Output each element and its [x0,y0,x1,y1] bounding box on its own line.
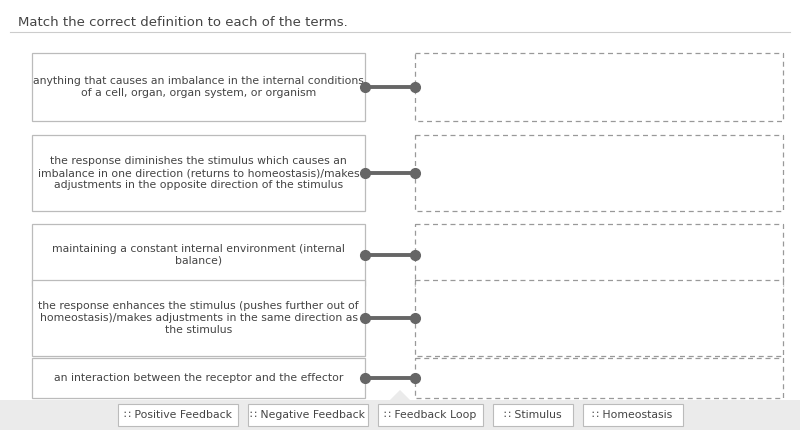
FancyBboxPatch shape [415,135,783,211]
Text: Match the correct definition to each of the terms.: Match the correct definition to each of … [18,16,348,29]
FancyBboxPatch shape [415,224,783,286]
FancyBboxPatch shape [415,53,783,121]
Text: ∷ Stimulus: ∷ Stimulus [504,410,562,420]
Text: ∷ Negative Feedback: ∷ Negative Feedback [250,410,365,420]
FancyBboxPatch shape [378,404,482,426]
Text: ∷ Feedback Loop: ∷ Feedback Loop [384,410,476,420]
Text: ∷ Positive Feedback: ∷ Positive Feedback [123,410,231,420]
Text: an interaction between the receptor and the effector: an interaction between the receptor and … [54,373,343,383]
FancyBboxPatch shape [247,404,367,426]
FancyBboxPatch shape [32,280,365,356]
Text: the response enhances the stimulus (pushes further out of
homeostasis)/makes adj: the response enhances the stimulus (push… [38,301,359,335]
Text: the response diminishes the stimulus which causes an
imbalance in one direction : the response diminishes the stimulus whi… [38,157,359,190]
Text: anything that causes an imbalance in the internal conditions
of a cell, organ, o: anything that causes an imbalance in the… [33,76,364,98]
FancyBboxPatch shape [582,404,682,426]
Polygon shape [390,390,410,400]
FancyBboxPatch shape [32,358,365,398]
FancyBboxPatch shape [415,280,783,356]
Text: ∷ Homeostasis: ∷ Homeostasis [592,410,673,420]
FancyBboxPatch shape [32,135,365,211]
FancyBboxPatch shape [32,224,365,286]
FancyBboxPatch shape [415,358,783,398]
Text: maintaining a constant internal environment (internal
balance): maintaining a constant internal environm… [52,244,345,266]
FancyBboxPatch shape [118,404,238,426]
FancyBboxPatch shape [32,53,365,121]
FancyBboxPatch shape [493,404,573,426]
FancyBboxPatch shape [0,400,800,430]
